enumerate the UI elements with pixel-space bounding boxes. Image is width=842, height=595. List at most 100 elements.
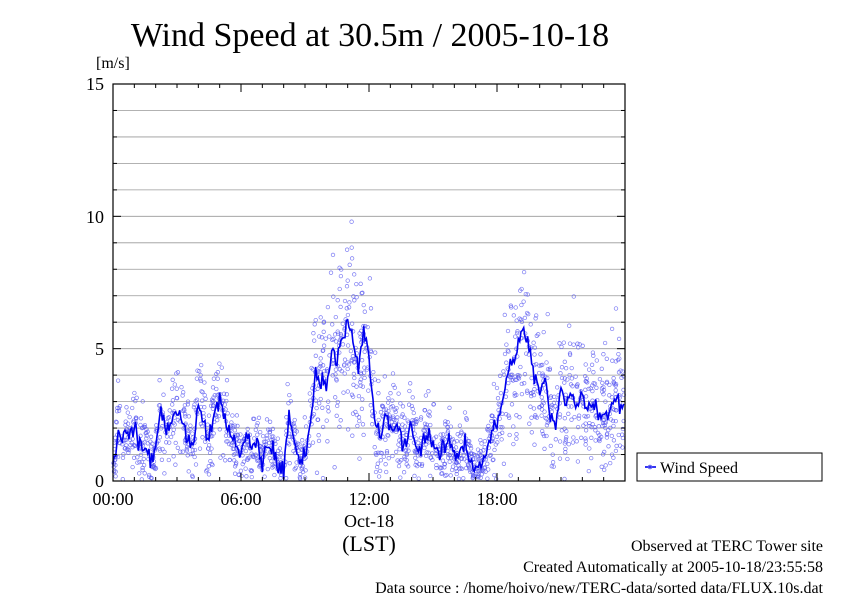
raw-point <box>416 476 421 481</box>
raw-point <box>318 364 323 369</box>
raw-point <box>287 461 292 466</box>
raw-point <box>138 433 143 438</box>
raw-point <box>323 336 328 341</box>
raw-point <box>544 416 549 421</box>
raw-point <box>135 460 140 465</box>
raw-point <box>125 446 131 452</box>
raw-point <box>320 348 325 353</box>
raw-point <box>229 442 234 447</box>
raw-point <box>509 305 514 310</box>
raw-point <box>589 362 595 367</box>
raw-point <box>210 385 216 390</box>
raw-point <box>458 439 464 444</box>
raw-point <box>498 390 504 396</box>
raw-point <box>376 417 381 423</box>
raw-point <box>445 430 450 435</box>
raw-point <box>562 380 567 385</box>
raw-point <box>398 475 403 480</box>
raw-point <box>529 390 534 396</box>
raw-point <box>210 462 215 468</box>
raw-point <box>234 413 240 418</box>
raw-point <box>271 464 276 469</box>
raw-point <box>485 461 490 466</box>
raw-point <box>186 469 191 474</box>
raw-point <box>483 469 488 474</box>
raw-point <box>570 384 575 389</box>
raw-point <box>253 427 258 433</box>
raw-point <box>580 343 585 348</box>
raw-point <box>320 476 326 481</box>
raw-point <box>312 338 317 343</box>
raw-point <box>456 476 462 481</box>
raw-point <box>413 455 418 461</box>
raw-point <box>217 427 222 432</box>
raw-point <box>312 322 317 327</box>
raw-point <box>536 370 542 376</box>
raw-point <box>348 348 354 354</box>
raw-point <box>603 399 608 404</box>
raw-point <box>619 432 625 437</box>
raw-point <box>431 402 436 407</box>
raw-point <box>505 348 510 353</box>
raw-point <box>449 467 455 473</box>
raw-point <box>307 391 312 396</box>
raw-point <box>132 390 137 396</box>
raw-point <box>507 432 512 438</box>
raw-point <box>321 319 327 324</box>
raw-point <box>513 305 518 310</box>
raw-point <box>575 424 581 430</box>
raw-point <box>333 372 338 377</box>
raw-point <box>613 418 618 424</box>
raw-point <box>398 458 404 463</box>
raw-point <box>130 445 135 450</box>
raw-point <box>563 366 569 371</box>
raw-point <box>321 329 326 334</box>
raw-point <box>315 417 321 422</box>
raw-point <box>584 414 589 420</box>
raw-point <box>299 465 304 470</box>
raw-point <box>358 377 363 382</box>
raw-point <box>224 378 230 383</box>
raw-point <box>595 430 601 436</box>
raw-point <box>594 385 599 390</box>
raw-point <box>410 395 415 400</box>
raw-point <box>448 473 453 478</box>
raw-point <box>260 433 266 439</box>
raw-point <box>600 389 605 394</box>
raw-point <box>613 306 619 311</box>
raw-point <box>557 439 563 444</box>
raw-point <box>396 442 401 447</box>
raw-point <box>354 295 359 300</box>
raw-point <box>447 405 452 410</box>
raw-point <box>531 340 536 345</box>
raw-point <box>495 396 501 401</box>
raw-point <box>235 432 240 437</box>
raw-point <box>477 457 482 462</box>
raw-point <box>358 281 363 286</box>
raw-point <box>591 353 596 358</box>
raw-point <box>542 409 547 414</box>
raw-point <box>409 403 414 409</box>
raw-point <box>170 398 176 403</box>
raw-point <box>426 412 431 417</box>
raw-point <box>610 418 616 424</box>
raw-point <box>576 416 581 421</box>
raw-point <box>164 434 170 439</box>
legend: Wind Speed <box>636 452 823 482</box>
raw-point <box>175 445 180 450</box>
raw-point <box>223 433 229 438</box>
raw-point <box>124 405 129 410</box>
raw-point <box>203 439 208 444</box>
raw-point <box>167 440 172 445</box>
raw-point <box>514 413 519 418</box>
raw-point <box>132 443 138 449</box>
raw-point <box>390 403 395 409</box>
raw-point <box>508 473 513 478</box>
grid-lines <box>113 110 625 455</box>
raw-point <box>359 358 365 363</box>
raw-point <box>284 476 289 481</box>
raw-point <box>391 382 396 388</box>
raw-point <box>394 405 399 411</box>
raw-point <box>351 356 356 362</box>
raw-point <box>454 471 459 477</box>
